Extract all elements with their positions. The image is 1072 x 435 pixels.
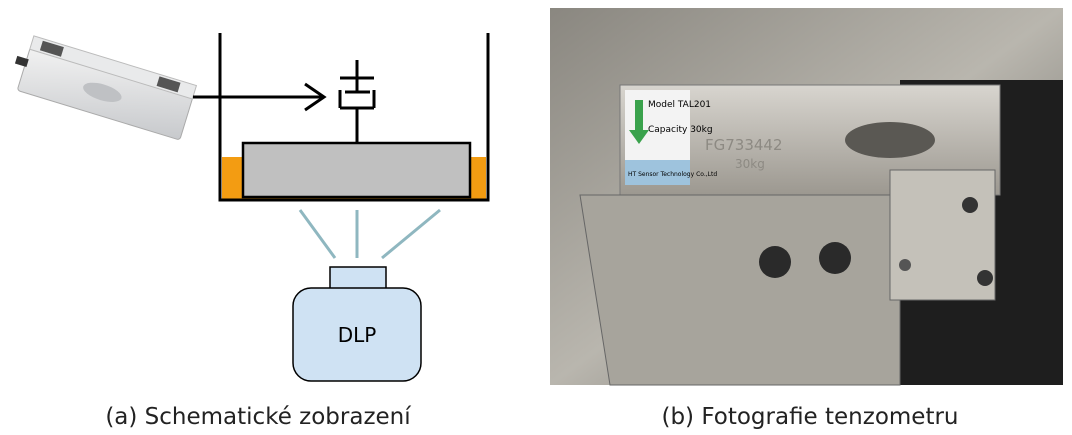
build-plate <box>243 143 470 197</box>
photo-label: Capacity 30kg <box>648 125 713 135</box>
photo-engraving: 30kg <box>735 157 765 171</box>
schematic: DLP <box>8 33 488 381</box>
caption: (a) Schematické zobrazení <box>105 404 411 430</box>
photo: Model TAL201 Capacity 30kg HT Sensor Tec… <box>550 8 1063 385</box>
photo-label: HT Sensor Technology Co.,Ltd <box>628 171 717 178</box>
arrow <box>193 84 324 110</box>
caption: (b) Fotografie tenzometru <box>661 404 958 430</box>
projector-lens <box>330 267 386 289</box>
load-cell-image <box>8 33 197 140</box>
damper <box>340 60 374 143</box>
light-rays <box>300 210 440 258</box>
photo-engraving: FG733442 <box>705 136 783 154</box>
photo-label: Model TAL201 <box>648 100 711 110</box>
figure: DLP (a) Schematické zobrazení Model TAL2… <box>0 0 1072 435</box>
projector-label: DLP <box>338 323 377 347</box>
